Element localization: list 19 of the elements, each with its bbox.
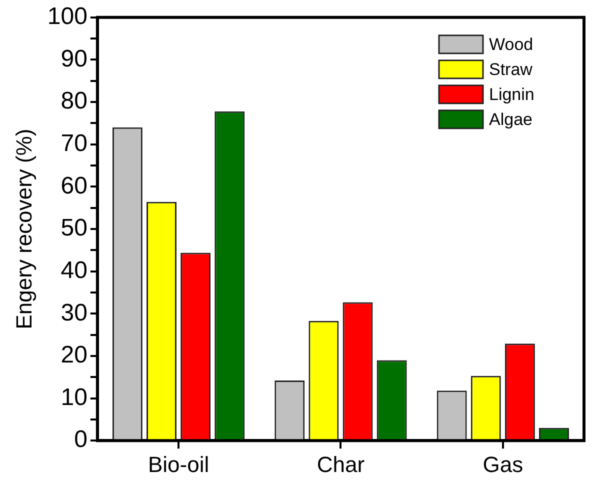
y-tick-label: 60 (60, 172, 88, 200)
y-tick-label: 70 (60, 130, 88, 157)
legend-label: Lignin (489, 85, 534, 104)
y-tick-label: 90 (60, 45, 88, 72)
x-tick-label: Gas (482, 452, 524, 477)
legend-label: Wood (489, 35, 534, 54)
y-tick-label: 80 (60, 88, 88, 115)
y-tick-label: 50 (60, 214, 88, 242)
legend-label: Straw (489, 60, 534, 80)
y-tick-label: 100 (47, 3, 88, 30)
y-tick-label: 10 (60, 384, 88, 411)
x-tick-label: Char (316, 452, 365, 477)
legend-label: Algae (489, 110, 532, 130)
y-tick-label: 20 (60, 342, 88, 369)
y-tick-label: 0 (74, 426, 88, 454)
y-axis-title: Engery recovery (%) (11, 128, 36, 330)
x-tick-label: Bio-oil (148, 452, 210, 477)
y-tick-label: 40 (60, 256, 88, 284)
y-tick-label: 30 (60, 299, 88, 326)
